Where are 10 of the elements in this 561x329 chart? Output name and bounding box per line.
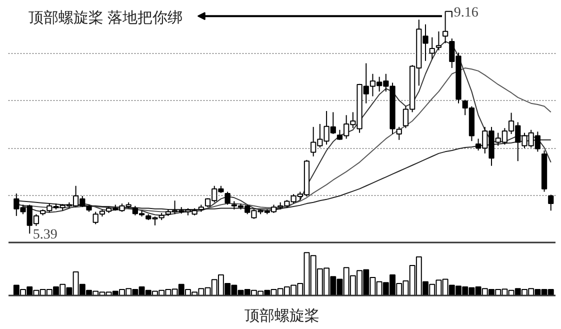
candlestick (436, 30, 442, 51)
chart-title: 顶部螺旋桨 落地把你绑 (28, 10, 182, 26)
annotation: 9.16 (454, 5, 478, 20)
annotation: 5.39 (32, 228, 58, 243)
candlestick (429, 36, 435, 60)
candlestick (224, 191, 230, 206)
text: 顶部螺旋桨 (244, 308, 320, 324)
candlestick (548, 194, 554, 212)
candlestick (442, 10, 448, 44)
candlestick (396, 126, 402, 140)
